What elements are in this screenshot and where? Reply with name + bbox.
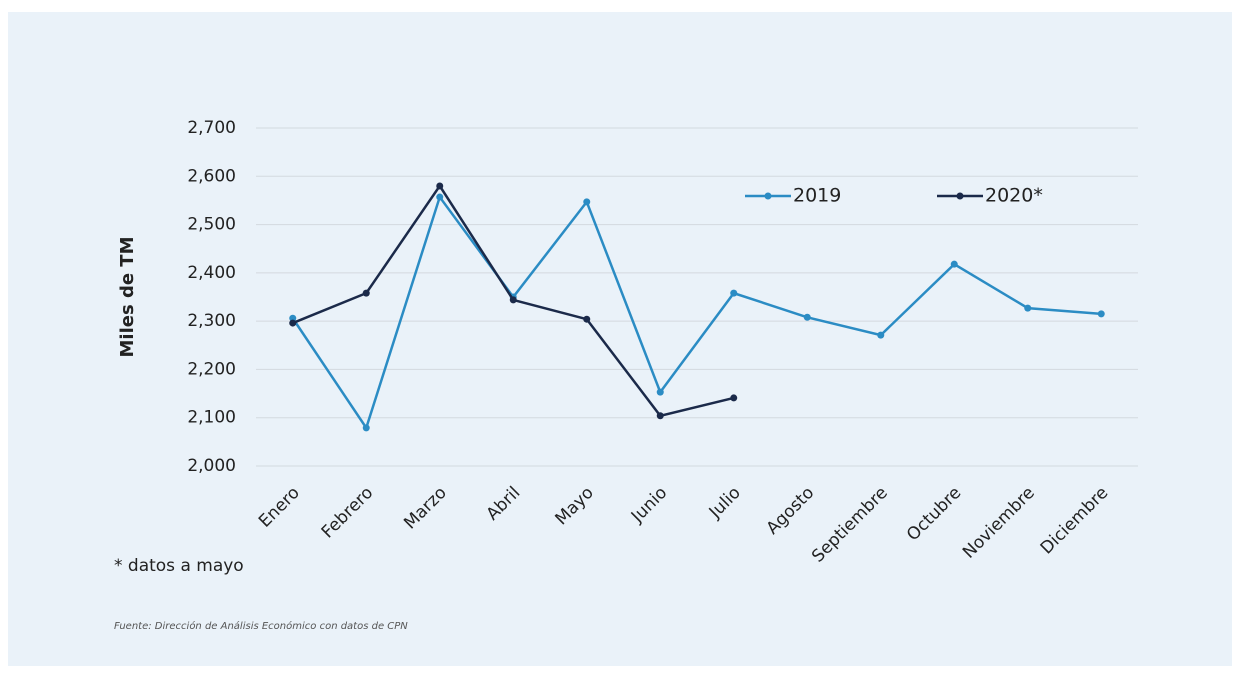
- note: * datos a mayo: [114, 556, 244, 576]
- panel: [8, 12, 1232, 666]
- data-point: [362, 289, 370, 297]
- data-point: [730, 394, 738, 402]
- legend-label: 2019: [793, 185, 841, 207]
- data-point: [362, 424, 370, 432]
- data-point: [656, 388, 664, 396]
- y-tick-label: 2,600: [187, 166, 236, 186]
- legend-marker: [764, 192, 772, 200]
- data-point: [289, 319, 297, 327]
- data-point: [436, 193, 444, 201]
- data-point: [1097, 310, 1105, 318]
- y-tick-label: 2,300: [187, 311, 236, 331]
- data-point: [583, 315, 591, 323]
- data-point: [289, 314, 297, 322]
- data-point: [877, 331, 885, 339]
- source: Fuente: Dirección de Análisis Económico …: [114, 620, 408, 632]
- y-tick-label: 2,200: [187, 359, 236, 379]
- y-tick-label: 2,100: [187, 408, 236, 428]
- legend-label: 2020*: [985, 185, 1043, 207]
- data-point: [730, 289, 738, 297]
- data-point: [1024, 304, 1032, 312]
- y-tick-label: 2,700: [187, 118, 236, 138]
- data-point: [950, 260, 958, 268]
- data-point: [509, 296, 517, 304]
- data-point: [803, 313, 811, 321]
- y-tick-label: 2,400: [187, 263, 236, 283]
- y-axis-label: Miles de TM: [117, 237, 138, 358]
- legend-marker: [956, 192, 964, 200]
- data-point: [583, 198, 591, 206]
- data-point: [436, 182, 444, 190]
- series-line: [291, 194, 1102, 431]
- y-tick-label: 2,000: [187, 456, 236, 476]
- y-tick-label: 2,500: [187, 215, 236, 235]
- data-point: [656, 412, 664, 420]
